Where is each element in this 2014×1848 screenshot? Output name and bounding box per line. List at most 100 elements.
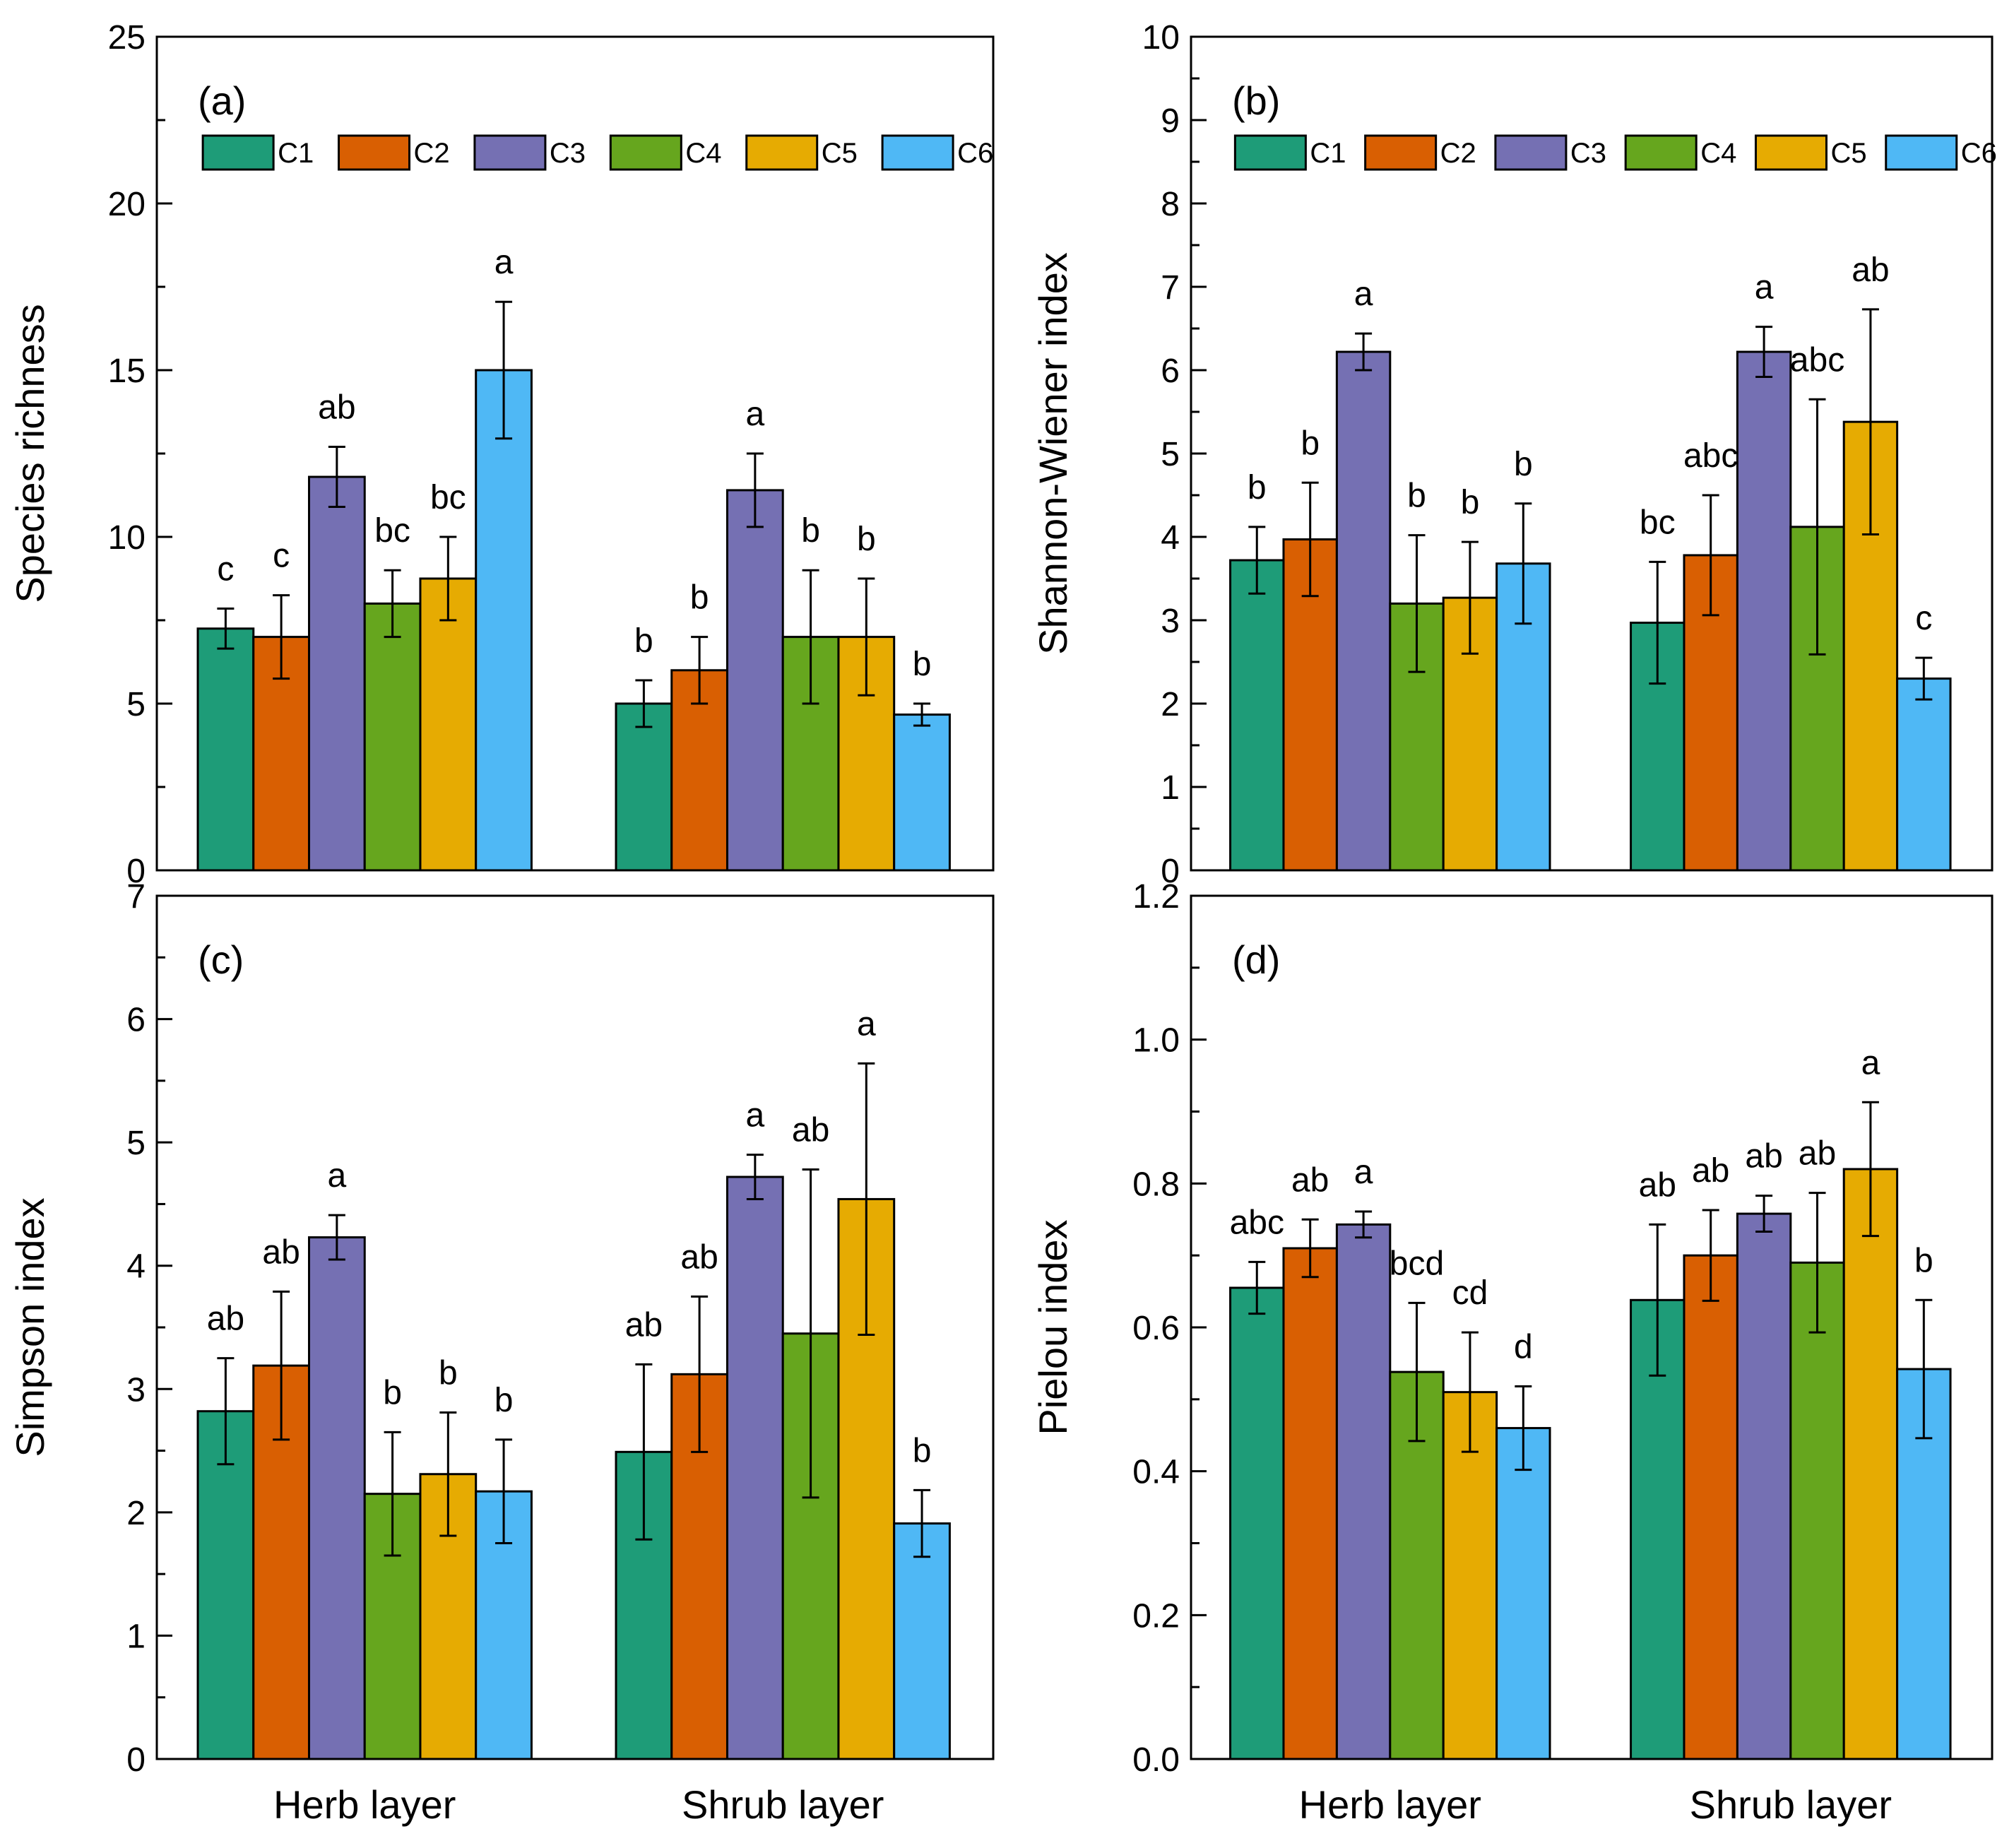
significance-label: b (913, 1432, 932, 1469)
bar-c4 (363, 602, 422, 872)
y-tick-label: 4 (1161, 519, 1180, 557)
panel-label: (b) (1232, 78, 1280, 123)
bar-c1 (615, 702, 673, 872)
significance-label: ab (792, 1112, 829, 1149)
significance-label: b (494, 1382, 514, 1419)
significance-label: b (1514, 446, 1533, 483)
y-tick-label: 5 (126, 1125, 146, 1162)
significance-label: a (1354, 1154, 1373, 1191)
bar-c3 (1736, 350, 1792, 872)
legend-label: C6 (1961, 138, 1997, 169)
y-tick-label: 2 (1161, 686, 1180, 723)
y-tick-label: 5 (126, 686, 146, 723)
significance-label: b (1461, 484, 1480, 521)
significance-label: a (1861, 1044, 1880, 1082)
y-tick-label: 25 (108, 19, 146, 57)
bar-c6 (1896, 677, 1952, 872)
legend-label: C6 (957, 138, 993, 169)
significance-label: a (1755, 269, 1774, 307)
legend-label: C4 (1700, 138, 1736, 169)
y-tick-label: 1.2 (1132, 878, 1180, 916)
bar-c6 (1495, 1427, 1551, 1760)
significance-label: b (439, 1354, 458, 1392)
legend-swatch-c1 (1233, 134, 1307, 171)
significance-label: a (746, 396, 765, 433)
panel-label: (d) (1232, 937, 1280, 982)
y-tick-label: 0.8 (1132, 1166, 1180, 1203)
significance-label: a (746, 1097, 765, 1135)
significance-label: ab (1852, 251, 1889, 289)
y-axis-title: Species richness (8, 304, 52, 603)
bar-c5 (419, 577, 478, 872)
y-tick-label: 4 (126, 1248, 146, 1286)
y-tick-label: 0.6 (1132, 1310, 1180, 1347)
legend-label: C2 (414, 138, 450, 169)
bar-c1 (196, 627, 255, 872)
legend-swatch-c4 (609, 134, 682, 171)
significance-label: c (1915, 600, 1932, 637)
legend-swatch-c6 (1885, 134, 1958, 171)
legend-swatch-c3 (1494, 134, 1568, 171)
x-category-label: Shrub layer (682, 1782, 884, 1827)
y-tick-label: 8 (1161, 186, 1180, 223)
bar-c6 (475, 369, 533, 872)
y-tick-label: 3 (126, 1371, 146, 1409)
y-tick-label: 0 (1161, 853, 1180, 890)
bar-c4 (1789, 1261, 1845, 1760)
legend-swatch-c6 (881, 134, 954, 171)
bar-c5 (1442, 1391, 1498, 1760)
legend-label: C5 (1830, 138, 1866, 169)
significance-label: b (913, 646, 932, 683)
y-tick-label: 0.0 (1132, 1741, 1180, 1779)
legend-label: C3 (1570, 138, 1606, 169)
bar-c2 (1683, 1254, 1738, 1760)
y-tick-label: 20 (108, 186, 146, 223)
y-tick-label: 3 (1161, 603, 1180, 640)
significance-label: ab (680, 1238, 718, 1276)
legend-swatch-c4 (1624, 134, 1698, 171)
bar-c3 (725, 1175, 784, 1760)
bar-c3 (1335, 350, 1392, 872)
significance-label: ab (1639, 1166, 1676, 1204)
significance-label: abc (1230, 1204, 1284, 1241)
significance-label: b (1248, 469, 1267, 507)
significance-label: abc (1790, 341, 1844, 379)
significance-label: b (857, 521, 876, 558)
significance-label: b (690, 579, 709, 617)
significance-label: cd (1452, 1274, 1488, 1312)
significance-label: bc (374, 512, 410, 550)
legend-swatch-c2 (338, 134, 411, 171)
significance-label: b (1301, 425, 1320, 462)
significance-label: ab (1799, 1135, 1836, 1173)
legend-label: C3 (550, 138, 586, 169)
legend-label: C4 (685, 138, 721, 169)
significance-label: ab (262, 1233, 300, 1271)
y-tick-label: 9 (1161, 102, 1180, 140)
significance-label: a (328, 1157, 347, 1195)
significance-label: a (494, 244, 514, 281)
significance-label: b (1914, 1242, 1933, 1279)
bar-c3 (725, 489, 784, 872)
legend-swatch-c1 (201, 134, 275, 171)
legend-label: C5 (822, 138, 858, 169)
x-category-label: Shrub layer (1690, 1782, 1892, 1827)
significance-label: b (1407, 478, 1426, 515)
y-axis-title: Shannon-Wiener index (1031, 252, 1075, 655)
y-tick-label: 6 (1161, 353, 1180, 390)
bar-c3 (307, 475, 366, 872)
y-tick-label: 6 (126, 1002, 146, 1039)
bar-c3 (1736, 1212, 1792, 1760)
bar-c3 (1335, 1223, 1392, 1760)
significance-label: b (801, 512, 820, 550)
significance-label: bc (430, 479, 466, 516)
legend-label: C1 (1310, 138, 1346, 169)
bar-c1 (196, 1410, 255, 1760)
y-tick-label: 10 (1142, 19, 1180, 57)
bar-c6 (893, 713, 951, 872)
significance-label: d (1514, 1329, 1533, 1366)
y-tick-label: 0.2 (1132, 1597, 1180, 1635)
